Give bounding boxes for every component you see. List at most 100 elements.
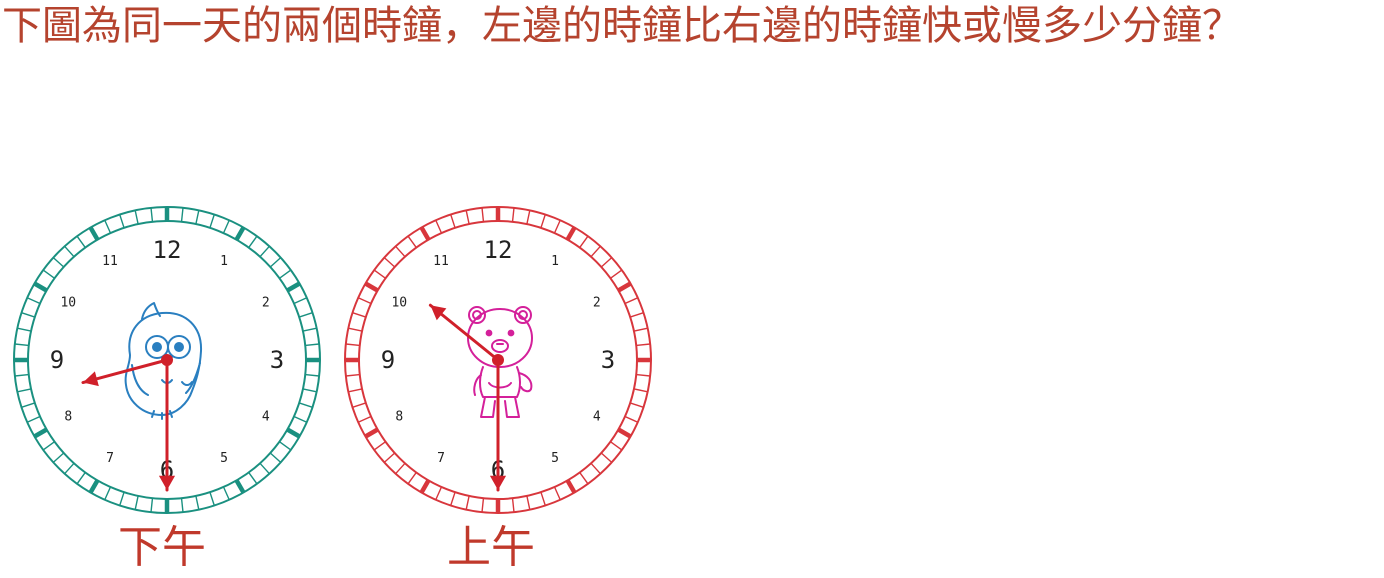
minute-tick [119,214,125,229]
clock-number-9: 9 [381,346,395,374]
major-tick [617,281,632,293]
clock-number-12: 12 [153,236,182,264]
clock-face-right: 121234567891011 [344,206,652,514]
minute-tick [305,343,320,347]
minute-tick [553,219,561,234]
minute-tick [305,373,320,377]
minute-tick [345,343,360,347]
major-tick [88,226,100,241]
minute-tick [21,312,36,318]
clock-number-5: 5 [551,451,559,466]
hour-hand [428,303,500,362]
major-tick [565,226,577,241]
minute-tick [352,312,367,318]
minute-tick [180,498,184,513]
minute-tick [150,207,154,222]
minute-tick [134,210,139,225]
minute-tick [465,210,470,225]
hour-hand-tip [430,305,447,321]
clock-number-7: 7 [106,451,114,466]
minute-tick [590,245,601,258]
minute-tick [298,312,313,318]
major-tick [419,479,431,494]
minute-tick [553,486,561,501]
minute-tick [407,472,417,485]
minute-tick [248,472,258,485]
clock-number-2: 2 [593,296,601,311]
minute-tick [633,327,648,332]
minute-tick [293,297,308,305]
minute-tick [435,486,443,501]
minute-tick [222,219,230,234]
clock-number-5: 5 [220,451,228,466]
minute-tick [14,343,29,347]
clock-left: 121234567891011 [12,205,322,515]
clock-number-10: 10 [391,296,407,311]
minute-tick [357,415,372,423]
major-tick [33,427,48,439]
clock-number-3: 3 [601,346,615,374]
minute-tick [629,312,644,318]
minute-tick [610,441,623,451]
major-tick [234,226,246,241]
major-tick [419,226,431,241]
minute-tick [52,257,65,268]
minute-tick [540,491,546,506]
minute-tick [259,462,270,475]
clock-number-4: 4 [593,410,601,425]
minute-tick [14,373,29,377]
minute-tick [450,491,456,506]
minute-tick [481,498,485,513]
minute-tick [17,327,32,332]
minute-tick [383,452,396,463]
minute-tick [42,269,55,279]
minute-tick [52,452,65,463]
clock-ring [13,206,321,514]
minute-tick [624,297,639,305]
question-text: 下圖為同一天的兩個時鐘，左邊的時鐘比右邊的時鐘快或慢多少分鐘？ [2,3,1242,49]
hour-hand [81,358,169,385]
minute-tick [195,495,200,510]
minute-tick [629,402,644,408]
minute-tick [579,472,589,485]
center-pin [492,354,504,366]
minute-tick [180,207,184,222]
bear-icon [467,306,533,418]
major-tick [364,427,379,439]
minute-tick [633,388,648,393]
minute-tick [348,327,363,332]
minute-tick [600,257,613,268]
minute-tick [64,462,75,475]
minute-tick [373,269,386,279]
minute-tick [540,214,546,229]
minute-tick [26,297,41,305]
clock-number-11: 11 [102,254,118,269]
minute-tick [636,373,651,377]
minute-tick [42,441,55,451]
minute-tick [302,388,317,393]
clock-right-caption: 上午 [447,522,535,573]
minute-hand-tip [489,475,507,490]
minute-tick [579,235,589,248]
clock-number-10: 10 [60,296,76,311]
minute-tick [511,207,515,222]
minute-tick [450,214,456,229]
minute-tick [435,219,443,234]
minute-tick [345,373,360,377]
minute-tick [511,498,515,513]
clock-number-9: 9 [50,346,64,374]
minute-tick [302,327,317,332]
clock-left-caption: 下午 [118,522,206,573]
clock-number-8: 8 [395,410,403,425]
clock-hands [428,303,507,492]
minute-tick [293,415,308,423]
major-tick [364,281,379,293]
clock-number-4: 4 [262,410,270,425]
major-tick [565,479,577,494]
minute-tick [298,402,313,408]
minute-tick [383,257,396,268]
clock-number-7: 7 [437,451,445,466]
minute-tick [209,214,215,229]
minute-tick [119,491,125,506]
minute-tick [64,245,75,258]
